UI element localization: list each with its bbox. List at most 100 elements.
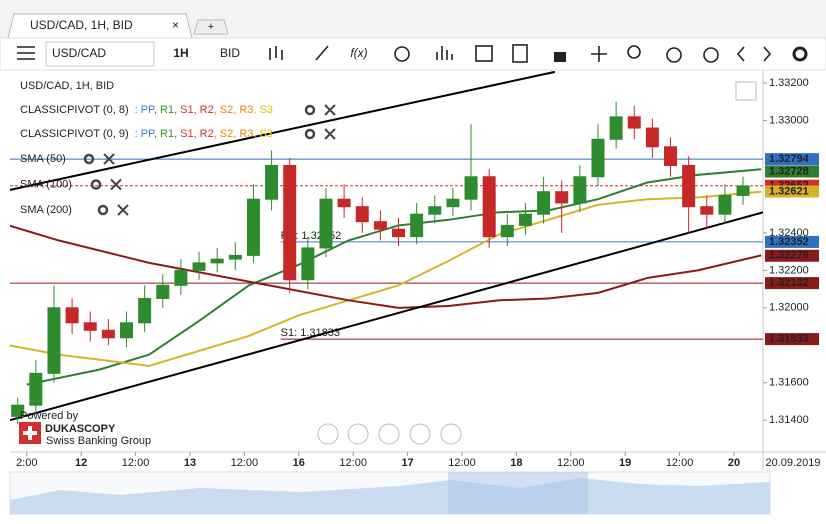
legend-gear[interactable] bbox=[83, 153, 95, 165]
candle-body bbox=[664, 146, 678, 166]
pivot-item: PP bbox=[141, 104, 155, 116]
pivot-name: CLASSICPIVOT (0, 8) bbox=[20, 104, 129, 116]
menu-button[interactable] bbox=[17, 46, 35, 60]
draw-button[interactable] bbox=[315, 45, 329, 61]
indicators-button[interactable]: f(x) bbox=[350, 46, 367, 60]
pivot-name: CLASSICPIVOT (0, 9) bbox=[20, 128, 129, 140]
volume-button[interactable] bbox=[436, 46, 453, 60]
pivot-comma: , bbox=[253, 104, 256, 116]
legend-title: USD/CAD, 1H, BID bbox=[20, 80, 114, 92]
x-tick-label: 18 bbox=[510, 457, 522, 469]
pivot-comma: , bbox=[233, 104, 236, 116]
pivot-item: S3 bbox=[259, 104, 272, 116]
navigator-window[interactable] bbox=[448, 472, 588, 514]
report-button[interactable] bbox=[512, 44, 528, 63]
period-button[interactable]: 1H bbox=[173, 46, 188, 60]
symbol: USD/CAD bbox=[52, 46, 106, 60]
legend-remove[interactable] bbox=[324, 104, 336, 116]
x-tick-label: 16 bbox=[293, 457, 305, 469]
pivot-sep: : bbox=[135, 128, 138, 140]
download-button[interactable] bbox=[703, 47, 719, 63]
legend-remove[interactable] bbox=[324, 128, 336, 140]
lock-button[interactable] bbox=[554, 52, 566, 62]
zoom-button[interactable] bbox=[627, 45, 641, 59]
candle-body bbox=[446, 198, 460, 208]
next-button[interactable] bbox=[763, 46, 772, 62]
pivot-item: S3 bbox=[259, 128, 272, 140]
candle-body bbox=[482, 176, 496, 238]
scroll-left[interactable] bbox=[317, 423, 339, 445]
candle-body bbox=[301, 247, 315, 281]
prev-button[interactable] bbox=[736, 46, 745, 62]
x-tick-label: 13 bbox=[184, 457, 196, 469]
pivot-comma: , bbox=[174, 128, 177, 140]
price-tag bbox=[765, 333, 819, 346]
pivot-item: S1 bbox=[180, 128, 193, 140]
pivot-comma: , bbox=[154, 128, 157, 140]
trend-line bbox=[10, 70, 556, 191]
chart-type-button[interactable] bbox=[269, 46, 283, 60]
legend-remove[interactable] bbox=[117, 204, 129, 216]
crosshair-button[interactable] bbox=[591, 46, 607, 62]
pivot-item: R1 bbox=[160, 104, 174, 116]
tab[interactable] bbox=[7, 13, 193, 39]
date-label: 20.09.2019 bbox=[765, 457, 820, 469]
legend-remove[interactable] bbox=[110, 178, 122, 191]
info-button[interactable] bbox=[394, 46, 410, 62]
candle-body bbox=[428, 206, 442, 215]
candle-body bbox=[265, 165, 279, 200]
fit[interactable] bbox=[378, 423, 400, 445]
calendar-button[interactable] bbox=[475, 45, 493, 62]
candle-body bbox=[138, 297, 152, 324]
x-tick-label: 19 bbox=[619, 457, 631, 469]
powered-by: Powered by bbox=[20, 410, 79, 422]
y-tick-label: 1.32200 bbox=[769, 264, 809, 276]
zoom-out[interactable] bbox=[347, 423, 369, 445]
x-tick-label: 12:00 bbox=[122, 457, 150, 469]
new-tab[interactable] bbox=[193, 19, 229, 35]
tab-close[interactable]: × bbox=[172, 18, 179, 32]
candle-body bbox=[246, 198, 260, 256]
maximize-button[interactable] bbox=[735, 81, 757, 101]
pivot-comma: , bbox=[194, 128, 197, 140]
x-tick-label: 12:00 bbox=[231, 457, 259, 469]
candle-body bbox=[645, 127, 659, 148]
symbol-input[interactable] bbox=[45, 41, 155, 67]
level-label: S1: 1.31833 bbox=[281, 327, 340, 339]
price-tag bbox=[765, 165, 819, 178]
upload-button[interactable] bbox=[666, 47, 682, 63]
x-tick-label: 20 bbox=[728, 457, 740, 469]
price-tag bbox=[765, 277, 819, 290]
logo-cross bbox=[23, 426, 37, 440]
sma-legend: SMA (200) bbox=[20, 204, 72, 216]
candle-body bbox=[65, 307, 79, 324]
candle-body bbox=[355, 206, 369, 223]
candle-body bbox=[210, 258, 224, 264]
legend-gear[interactable] bbox=[304, 104, 316, 116]
pivot-comma: , bbox=[174, 104, 177, 116]
legend-remove[interactable] bbox=[103, 153, 115, 165]
pivot-item: R2 bbox=[200, 104, 214, 116]
legend-gear[interactable] bbox=[97, 204, 109, 216]
pivot-item: R3 bbox=[239, 104, 253, 116]
pivot-comma: , bbox=[194, 104, 197, 116]
pivot-item: R2 bbox=[200, 128, 214, 140]
price-tag-label: 1.32132 bbox=[769, 277, 809, 289]
legend-gear[interactable] bbox=[304, 128, 316, 140]
pivot-sep: : bbox=[135, 104, 138, 116]
scroll-right[interactable] bbox=[440, 423, 462, 445]
candle-body bbox=[464, 176, 478, 200]
settings-button[interactable] bbox=[792, 46, 808, 62]
x-tick-label: 12:00 bbox=[666, 457, 694, 469]
candle-body bbox=[120, 322, 134, 339]
x-tick-label: 2:00 bbox=[16, 457, 37, 469]
zoom-in[interactable] bbox=[409, 423, 431, 445]
y-tick-label: 1.33200 bbox=[769, 77, 809, 89]
candle-body bbox=[392, 228, 406, 238]
candle-body bbox=[609, 116, 623, 140]
x-tick-label: 12:00 bbox=[448, 457, 476, 469]
x-tick-label: 17 bbox=[401, 457, 413, 469]
legend-gear[interactable] bbox=[90, 179, 102, 190]
side-button[interactable]: BID bbox=[220, 46, 240, 60]
